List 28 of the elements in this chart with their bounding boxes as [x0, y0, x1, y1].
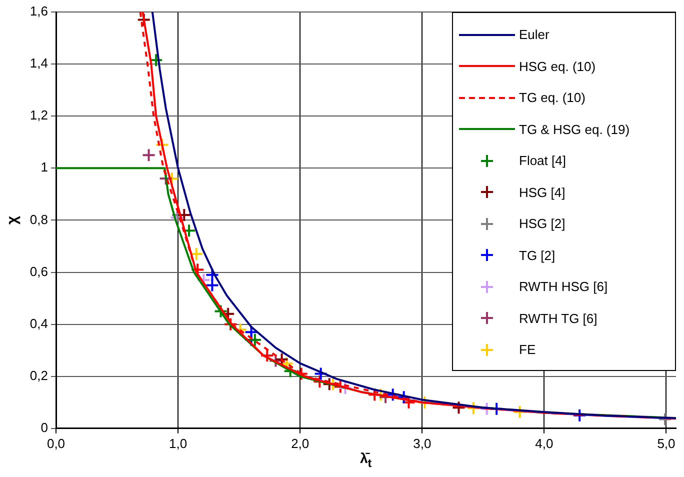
y-tick-label: 0,6 [30, 264, 48, 279]
x-tick-label: 0,0 [46, 436, 66, 451]
y-tick-label: 0,2 [30, 368, 48, 383]
y-tick-label: 1,6 [30, 4, 48, 19]
legend-label: HSG eq. (10) [519, 58, 596, 74]
y-tick-label: 1,2 [30, 108, 48, 123]
legend-label: TG [2] [519, 248, 556, 263]
y-tick-label: 0,4 [30, 316, 48, 331]
y-tick-label: 0 [40, 420, 48, 435]
legend-label: TG eq. (10) [519, 90, 586, 106]
legend-label: RWTH HSG [6] [519, 279, 608, 294]
y-tick-label: 1 [40, 160, 48, 175]
x-tick-label: 4,0 [535, 436, 554, 451]
legend-label: Euler [519, 27, 550, 42]
x-tick-label: 3,0 [413, 436, 432, 451]
x-tick-label: 1,0 [169, 436, 188, 451]
x-axis-title: λ̄$_{t}$ [360, 450, 372, 470]
y-tick-label: 0,8 [30, 212, 48, 227]
y-tick-label: 1,4 [30, 56, 48, 71]
legend-label: HSG [2] [519, 216, 566, 232]
y-axis-title: χ [4, 216, 22, 225]
x-tick-label: 2,0 [291, 436, 310, 451]
legend-label: RWTH TG [6] [519, 310, 598, 326]
legend-label: TG & HSG eq. (19) [519, 122, 630, 137]
legend-label: HSG [4] [519, 184, 566, 200]
legend-label: FE [519, 342, 536, 358]
x-tick-label: 5,0 [657, 436, 676, 451]
legend-label: Float [4] [519, 153, 566, 168]
